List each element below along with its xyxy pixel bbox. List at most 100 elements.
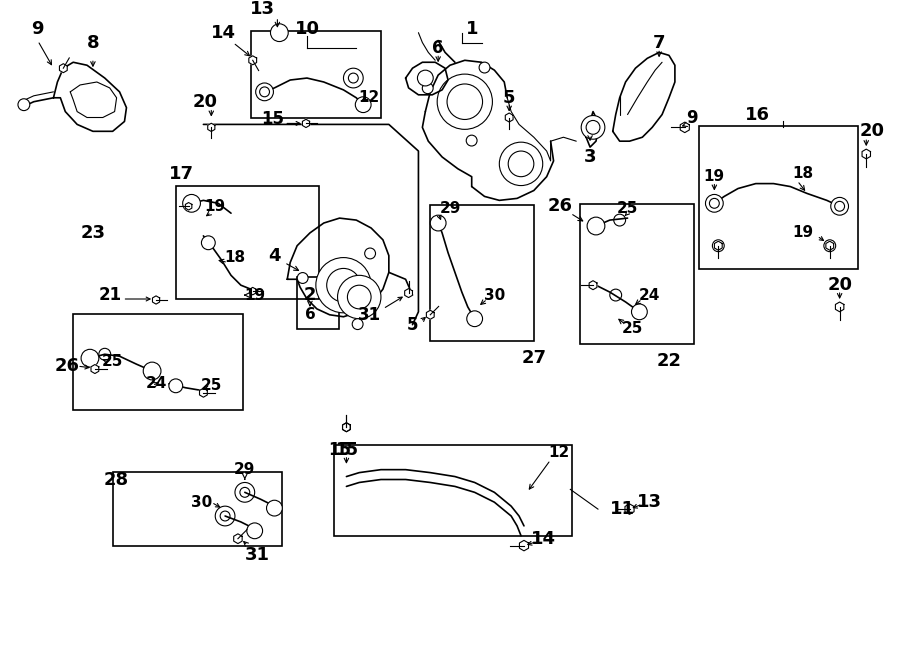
- Text: 5: 5: [407, 316, 418, 334]
- Circle shape: [356, 97, 371, 113]
- Text: 25: 25: [201, 378, 222, 393]
- Text: 18: 18: [793, 166, 814, 181]
- Circle shape: [18, 99, 30, 111]
- Circle shape: [437, 74, 492, 129]
- Text: 16: 16: [745, 105, 770, 124]
- Text: 29: 29: [234, 462, 256, 477]
- Polygon shape: [152, 296, 159, 304]
- Circle shape: [508, 151, 534, 177]
- Circle shape: [466, 135, 477, 146]
- Circle shape: [587, 217, 605, 235]
- Text: 13: 13: [250, 0, 275, 18]
- Text: 12: 12: [548, 446, 569, 460]
- Text: 14: 14: [211, 24, 236, 42]
- Circle shape: [500, 142, 543, 185]
- Polygon shape: [505, 113, 513, 122]
- Polygon shape: [427, 310, 434, 319]
- Polygon shape: [249, 287, 256, 295]
- Text: 6: 6: [432, 40, 444, 58]
- Text: 19: 19: [244, 287, 266, 303]
- Text: 30: 30: [191, 495, 212, 510]
- Circle shape: [479, 62, 490, 73]
- Text: 22: 22: [656, 352, 681, 370]
- Polygon shape: [343, 423, 350, 432]
- Circle shape: [247, 523, 263, 539]
- Text: 10: 10: [294, 20, 320, 38]
- Polygon shape: [519, 540, 528, 551]
- Circle shape: [706, 195, 724, 213]
- Text: 20: 20: [827, 276, 852, 294]
- Circle shape: [215, 506, 235, 526]
- Bar: [430, 205, 534, 342]
- Text: 4: 4: [268, 247, 281, 265]
- Text: 19: 19: [204, 199, 226, 214]
- Bar: [334, 445, 572, 536]
- Polygon shape: [590, 281, 597, 290]
- Text: 29: 29: [439, 201, 461, 216]
- Text: 25: 25: [616, 201, 638, 216]
- Text: 26: 26: [548, 197, 573, 215]
- Text: 15: 15: [335, 441, 358, 459]
- Polygon shape: [248, 56, 256, 65]
- Text: 27: 27: [521, 349, 546, 367]
- Text: 20: 20: [860, 122, 885, 140]
- Text: 30: 30: [484, 287, 505, 303]
- Text: 31: 31: [245, 546, 270, 565]
- Bar: [297, 277, 338, 328]
- Text: 11: 11: [610, 500, 635, 518]
- Circle shape: [169, 379, 183, 393]
- Polygon shape: [208, 123, 215, 132]
- Circle shape: [327, 268, 360, 302]
- Text: 9: 9: [32, 20, 44, 38]
- Bar: [698, 126, 859, 269]
- Circle shape: [581, 116, 605, 139]
- Text: 5: 5: [503, 89, 516, 107]
- Bar: [176, 185, 319, 299]
- Polygon shape: [185, 203, 192, 210]
- Text: 24: 24: [146, 376, 166, 391]
- Text: 25: 25: [622, 321, 644, 336]
- Text: 7: 7: [652, 34, 665, 52]
- Text: 14: 14: [531, 530, 556, 547]
- Polygon shape: [200, 388, 207, 397]
- Circle shape: [266, 500, 283, 516]
- Text: 18: 18: [224, 250, 246, 265]
- Bar: [73, 314, 243, 410]
- Text: 1: 1: [465, 20, 478, 38]
- Bar: [251, 30, 381, 117]
- Text: 9: 9: [686, 109, 698, 126]
- Circle shape: [467, 311, 482, 326]
- Circle shape: [430, 215, 446, 231]
- Text: 8: 8: [86, 34, 99, 52]
- Polygon shape: [715, 241, 722, 250]
- Polygon shape: [302, 119, 310, 128]
- Circle shape: [271, 24, 288, 42]
- Circle shape: [352, 318, 363, 330]
- Bar: [112, 471, 283, 545]
- Polygon shape: [59, 64, 68, 73]
- Text: 20: 20: [193, 93, 218, 111]
- Circle shape: [316, 258, 371, 313]
- Text: 23: 23: [80, 224, 105, 242]
- Text: 6: 6: [304, 307, 315, 322]
- Circle shape: [297, 273, 308, 283]
- Circle shape: [347, 285, 371, 309]
- Circle shape: [235, 483, 255, 502]
- Text: 13: 13: [637, 493, 662, 511]
- Text: 31: 31: [357, 306, 381, 324]
- Polygon shape: [91, 365, 99, 373]
- Text: 17: 17: [169, 165, 194, 183]
- Circle shape: [364, 248, 375, 259]
- Polygon shape: [234, 534, 242, 544]
- Text: 19: 19: [704, 169, 725, 184]
- Circle shape: [81, 350, 99, 367]
- Text: 25: 25: [102, 354, 123, 369]
- Text: 26: 26: [55, 357, 80, 375]
- Circle shape: [202, 236, 215, 250]
- Circle shape: [831, 197, 849, 215]
- Text: 24: 24: [639, 287, 660, 303]
- Text: 28: 28: [104, 471, 130, 489]
- Circle shape: [418, 70, 433, 86]
- Circle shape: [256, 83, 274, 101]
- Polygon shape: [826, 241, 833, 250]
